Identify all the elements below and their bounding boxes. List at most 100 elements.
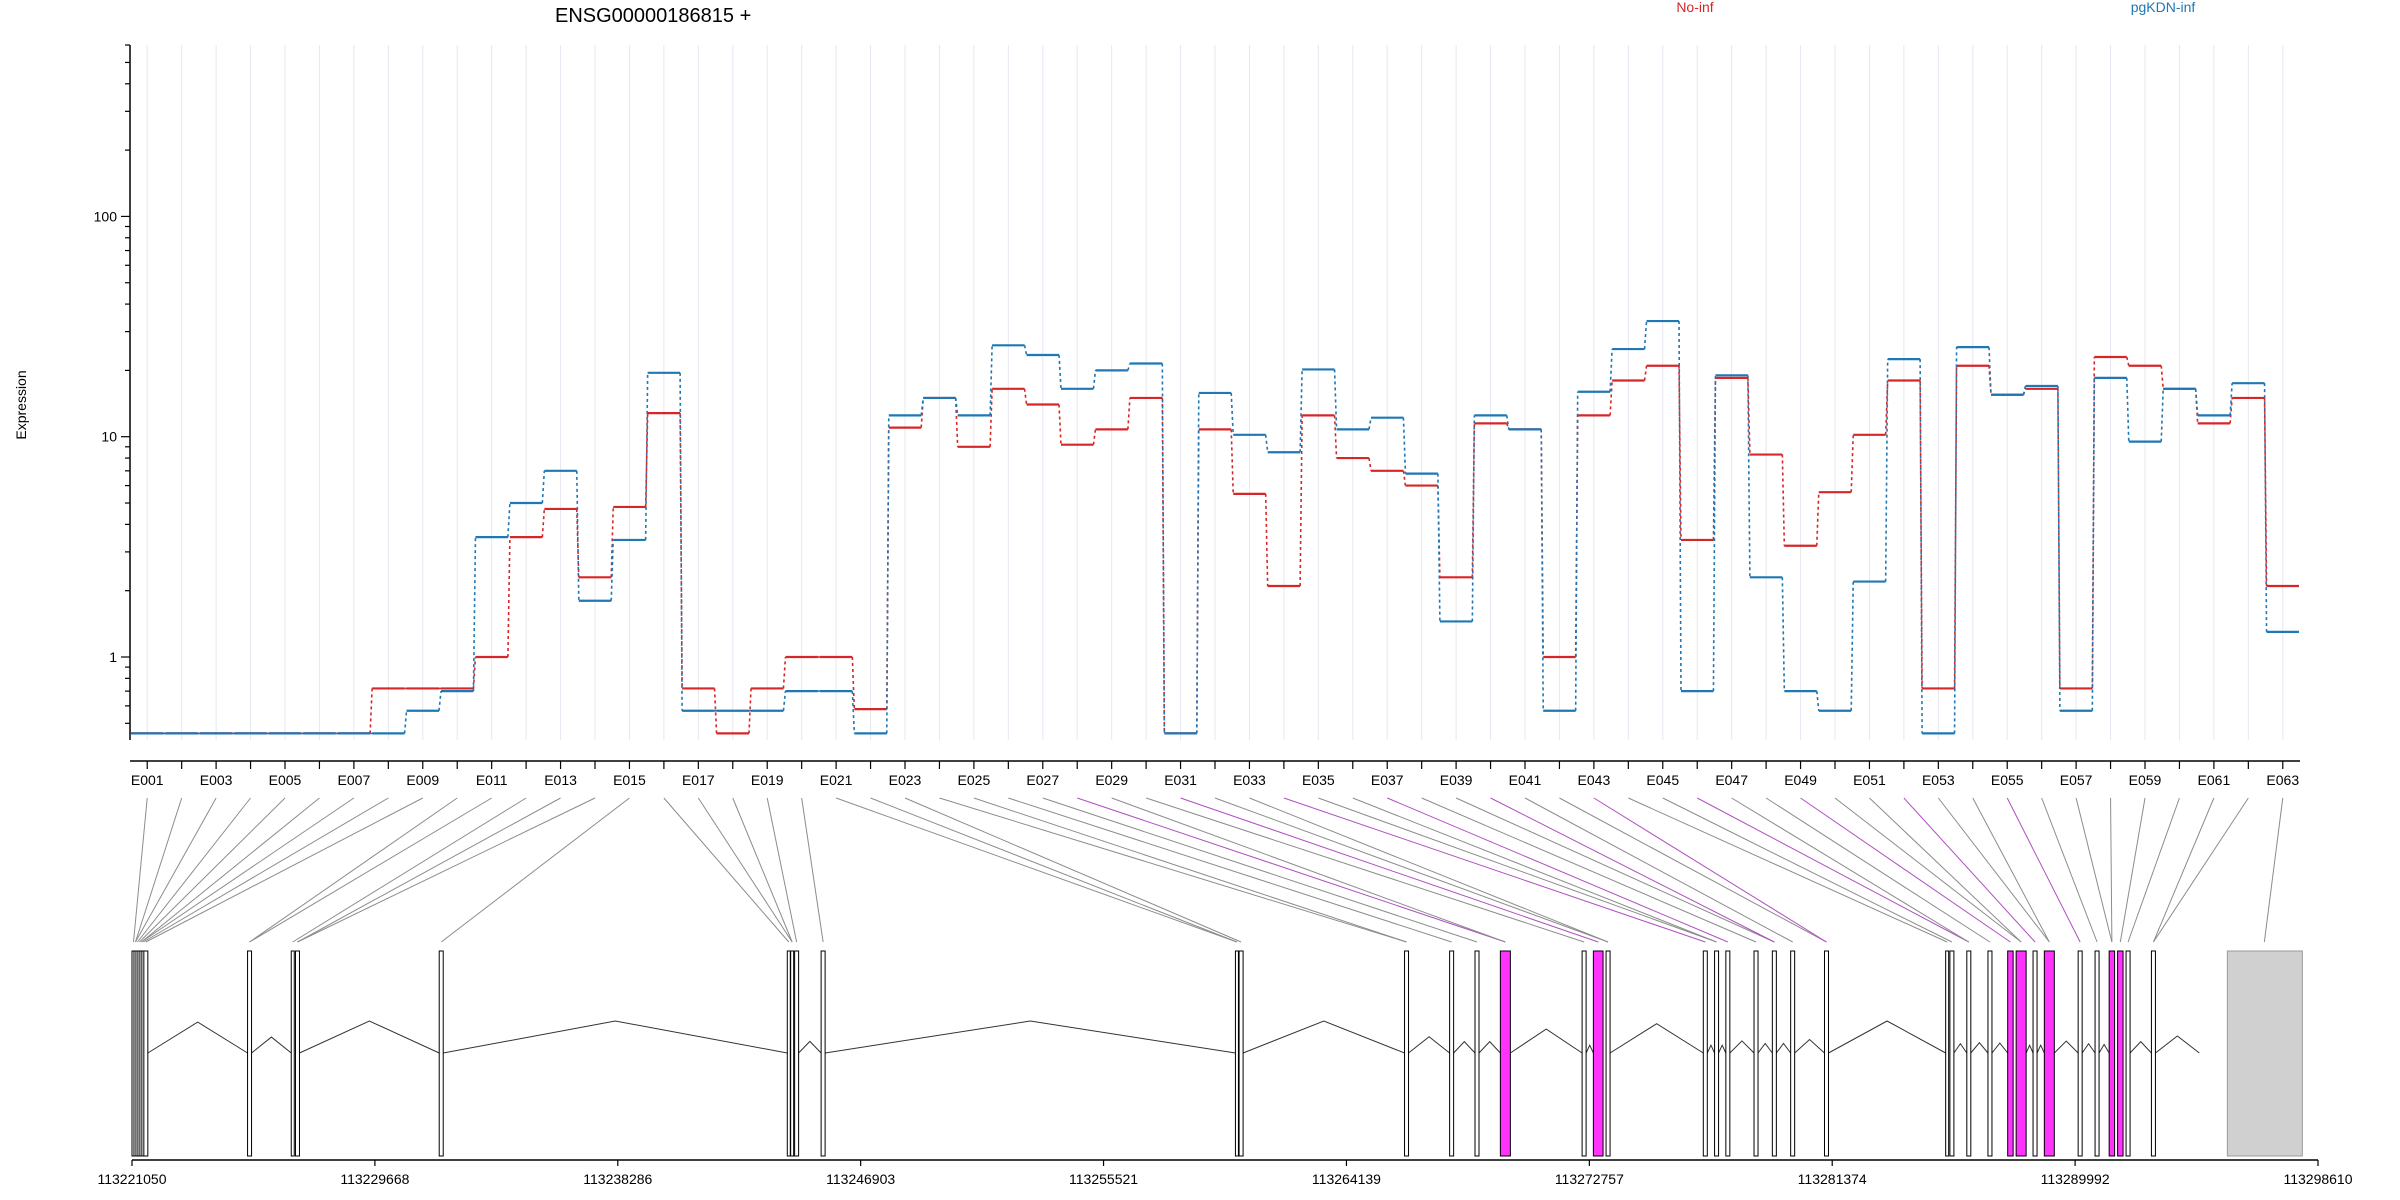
series-connector: [1505, 415, 1510, 430]
x-tick-label-e063: E063: [2266, 772, 2299, 788]
series-connector: [2091, 377, 2096, 711]
intron: [1478, 1040, 1501, 1054]
series-pgkdn-inf: [131, 319, 2299, 735]
series-connector: [507, 537, 511, 658]
exon-box: [1499, 950, 1511, 1157]
series-connector: [1402, 470, 1407, 486]
intron: [1729, 1040, 1755, 1054]
exon-box: [1449, 950, 1455, 1157]
exon-box: [1987, 950, 1993, 1157]
exon-connector: [1524, 797, 1793, 943]
intron: [443, 1020, 788, 1054]
series-connector: [2263, 397, 2268, 587]
series-connector: [1540, 429, 1545, 711]
exon-connector: [939, 797, 1407, 943]
series-connector: [2160, 388, 2165, 442]
x-tick-label-e033: E033: [1233, 772, 1266, 788]
exon-connector: [1283, 797, 1706, 943]
exon-connector: [1662, 797, 1953, 943]
intron: [2155, 1035, 2200, 1054]
exon-connector: [1834, 797, 2022, 943]
exon-box: [2108, 950, 2116, 1157]
series-connector: [1161, 363, 1166, 734]
x-tick-label-e021: E021: [820, 772, 853, 788]
series-layer: [131, 319, 2299, 735]
legend: No-inf pgKDN-inf: [1676, 0, 2195, 15]
exon-box: [1771, 950, 1777, 1157]
series-connector: [1506, 423, 1510, 430]
exon-box: [2015, 950, 2027, 1157]
intron: [1510, 1028, 1583, 1054]
exon-box: [290, 950, 295, 1157]
y-tick-label: 10: [101, 429, 117, 445]
exon-connector: [1352, 797, 1717, 943]
legend-label-2: pgKDN-inf: [2131, 0, 2196, 15]
series-connector: [1264, 434, 1269, 453]
exon-connectors: [133, 797, 2284, 943]
x-tick-label-e009: E009: [406, 772, 439, 788]
exon-box: [820, 950, 826, 1157]
series-connector: [2091, 357, 2096, 689]
exon-box: [1725, 950, 1731, 1157]
exon-connector: [1111, 797, 1506, 943]
exon-box: [1823, 950, 1829, 1157]
series-connector: [2125, 356, 2130, 366]
exon-connector: [133, 797, 148, 943]
exon-connector: [249, 797, 492, 943]
intron: [1775, 1042, 1792, 1054]
genomic-tick-label: 113246903: [826, 1171, 895, 1187]
series-connector: [472, 656, 477, 689]
series-connector: [507, 502, 511, 538]
series-connector: [920, 397, 925, 416]
exon-connector: [1972, 797, 2050, 943]
exon-connector: [1559, 797, 1827, 943]
series-connector: [1127, 363, 1131, 371]
intron: [299, 1020, 440, 1054]
intron: [1609, 1023, 1704, 1054]
series-connector: [472, 537, 477, 692]
exon-connector: [1937, 797, 2050, 943]
series-connector: [1815, 492, 1820, 546]
exon-connector: [1490, 797, 1775, 943]
exon-box: [294, 950, 300, 1157]
exon-connector: [1903, 797, 2036, 943]
series-connector: [1092, 429, 1097, 445]
genomic-axis: 113221050 113229668 113238286 113246903 1132…: [97, 1159, 2353, 1187]
series-connector: [644, 413, 649, 507]
exon-box: [2007, 950, 2014, 1157]
series-connector: [885, 415, 890, 734]
series-connector: [1264, 493, 1269, 587]
series-connector: [1884, 359, 1889, 582]
gene-model: [131, 950, 2303, 1157]
series-connector: [2194, 388, 2199, 416]
intron: [1242, 1020, 1405, 1054]
exon-connector: [1249, 797, 1609, 943]
x-tick-label-e019: E019: [751, 772, 784, 788]
exon-box: [1714, 950, 1720, 1157]
x-tick-label-e051: E051: [1853, 772, 1886, 788]
exon-box: [2032, 950, 2038, 1157]
intron: [1828, 1020, 1946, 1054]
series-connector: [1850, 434, 1855, 493]
exon-connector: [766, 797, 798, 943]
x-axis: E001 E003 E005 E007 E009 E011 E013 E015 E017 E019…: [130, 760, 2300, 788]
exon-box: [1949, 950, 1955, 1157]
intron: [825, 1020, 1236, 1054]
x-tick-label-e017: E017: [682, 772, 715, 788]
exon-box: [1702, 950, 1708, 1157]
x-tick-label-e059: E059: [2129, 772, 2162, 788]
series-connector: [748, 688, 752, 734]
x-tick-label-e047: E047: [1715, 772, 1748, 788]
series-connector: [679, 413, 683, 689]
genomic-tick-label: 113238286: [583, 1171, 652, 1187]
intron: [251, 1036, 292, 1054]
y-tick-label: 1: [109, 649, 117, 665]
chart-title: ENSG00000186815 +: [555, 5, 751, 27]
series-connector: [1747, 377, 1751, 455]
genomic-tick-label: 113255521: [1069, 1171, 1138, 1187]
intron: [1757, 1042, 1773, 1054]
series-connector: [954, 397, 959, 416]
series-connector: [1437, 473, 1441, 622]
exon-connector: [143, 797, 389, 943]
